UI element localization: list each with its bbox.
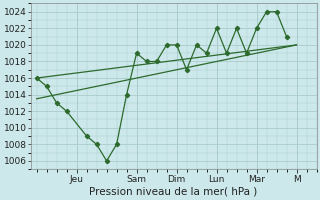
X-axis label: Pression niveau de la mer( hPa ): Pression niveau de la mer( hPa ) bbox=[90, 187, 258, 197]
